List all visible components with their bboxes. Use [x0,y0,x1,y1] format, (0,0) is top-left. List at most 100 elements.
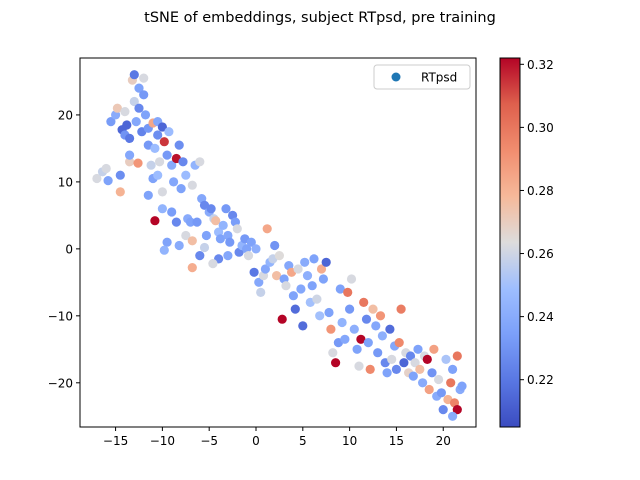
colorbar: 0.22 0.24 0.26 0.28 0.30 0.32 [499,57,554,428]
scatter-point [251,244,261,254]
scatter-point [232,224,242,234]
scatter-point [335,284,345,294]
scatter-point [288,291,298,301]
scatter-point [146,160,156,170]
scatter-point [125,133,135,143]
scatter-point [438,405,448,415]
scatter-point [387,354,397,364]
scatter-point [129,96,139,107]
scatter-point [187,180,197,190]
scatter-point [363,338,373,348]
scatter-point [254,277,264,287]
x-tick-label: 20 [436,434,451,448]
scatter-point [340,334,350,344]
scatter-point [296,284,306,294]
scatter-point [157,187,167,197]
scatter-point [140,110,151,120]
scatter-point [424,384,434,395]
chart-title: tSNE of embeddings, subject RTpsd, pre t… [144,10,496,26]
scatter-point [150,216,160,226]
scatter-point [343,287,353,297]
scatter-point [394,338,404,348]
scatter-point [399,358,409,368]
colorbar-ticks: 0.22 0.24 0.26 0.28 0.30 0.32 [520,58,554,387]
scatter-point [410,358,420,368]
scatter-point [176,184,186,194]
scatter-point [326,324,336,334]
scatter-point [153,170,163,180]
scatter-point [169,177,179,187]
scatter-point [129,70,139,80]
scatter-point [345,304,355,314]
scatter-point [125,150,135,160]
scatter-point [446,378,456,388]
scatter-point [195,251,205,261]
scatter-point [307,281,317,291]
scatter-point [427,368,437,378]
x-tick-label: 0 [252,434,260,448]
scatter-point [368,304,378,314]
scatter-point [115,170,125,180]
scatter-point [365,364,375,374]
y-tick-label: 20 [58,108,73,122]
scatter-point [356,334,366,344]
x-tick-label: −10 [150,434,175,448]
scatter-point [312,294,322,304]
scatter-point [101,163,111,174]
scatter-point [157,122,167,132]
scatter-point [346,274,357,284]
scatter-point [298,321,308,331]
colorbar-tick-label: 0.32 [527,58,554,72]
scatter-point [120,107,130,117]
scatter-point [331,358,341,368]
scatter-point [211,216,221,226]
x-axis: −15 −10 −5 0 5 10 15 20 [103,427,451,448]
scatter-point [246,237,256,247]
scatter-point [448,364,458,374]
scatter-point [375,311,386,321]
scatter-point [260,264,270,274]
scatter-point [434,374,444,385]
scatter-point [139,90,149,100]
scatter-point [352,344,362,354]
legend: RTpsd [373,64,471,90]
scatter-point [408,371,418,381]
scatter-point [270,240,280,251]
scatter-point [337,317,347,328]
colorbar-tick-label: 0.30 [527,121,554,135]
scatter-point [452,405,462,415]
scatter-point [174,140,184,150]
legend-label: RTpsd [421,71,457,85]
scatter-point [377,331,387,341]
scatter-point [143,190,153,200]
scatter-point [225,237,235,247]
scatter-point [92,173,102,184]
scatter-point [150,143,160,153]
scatter-point [134,83,144,93]
scatter-point [315,311,325,321]
scatter-point [218,220,228,230]
scatter-point [201,230,211,241]
scatter-point [448,411,458,421]
scatter-point [195,157,205,167]
scatter-point [457,381,467,391]
y-tick-label: −10 [48,309,73,323]
scatter-point [452,351,462,361]
scatter-point [199,242,210,253]
scatter-point [134,103,144,113]
scatter-point [164,127,174,137]
scatter-point [309,254,319,264]
scatter-point [391,364,401,374]
scatter-point [359,297,369,307]
scatter-point [302,271,313,281]
colorbar-gradient [499,57,521,428]
scatter-point [187,236,197,246]
scatter-point [185,217,196,227]
scatter-points [92,70,467,421]
scatter-point [159,137,169,147]
scatter-point [249,267,259,277]
scatter-point [115,187,125,197]
y-tick-label: −20 [48,376,73,390]
scatter-point [262,224,272,234]
scatter-point [405,351,416,361]
